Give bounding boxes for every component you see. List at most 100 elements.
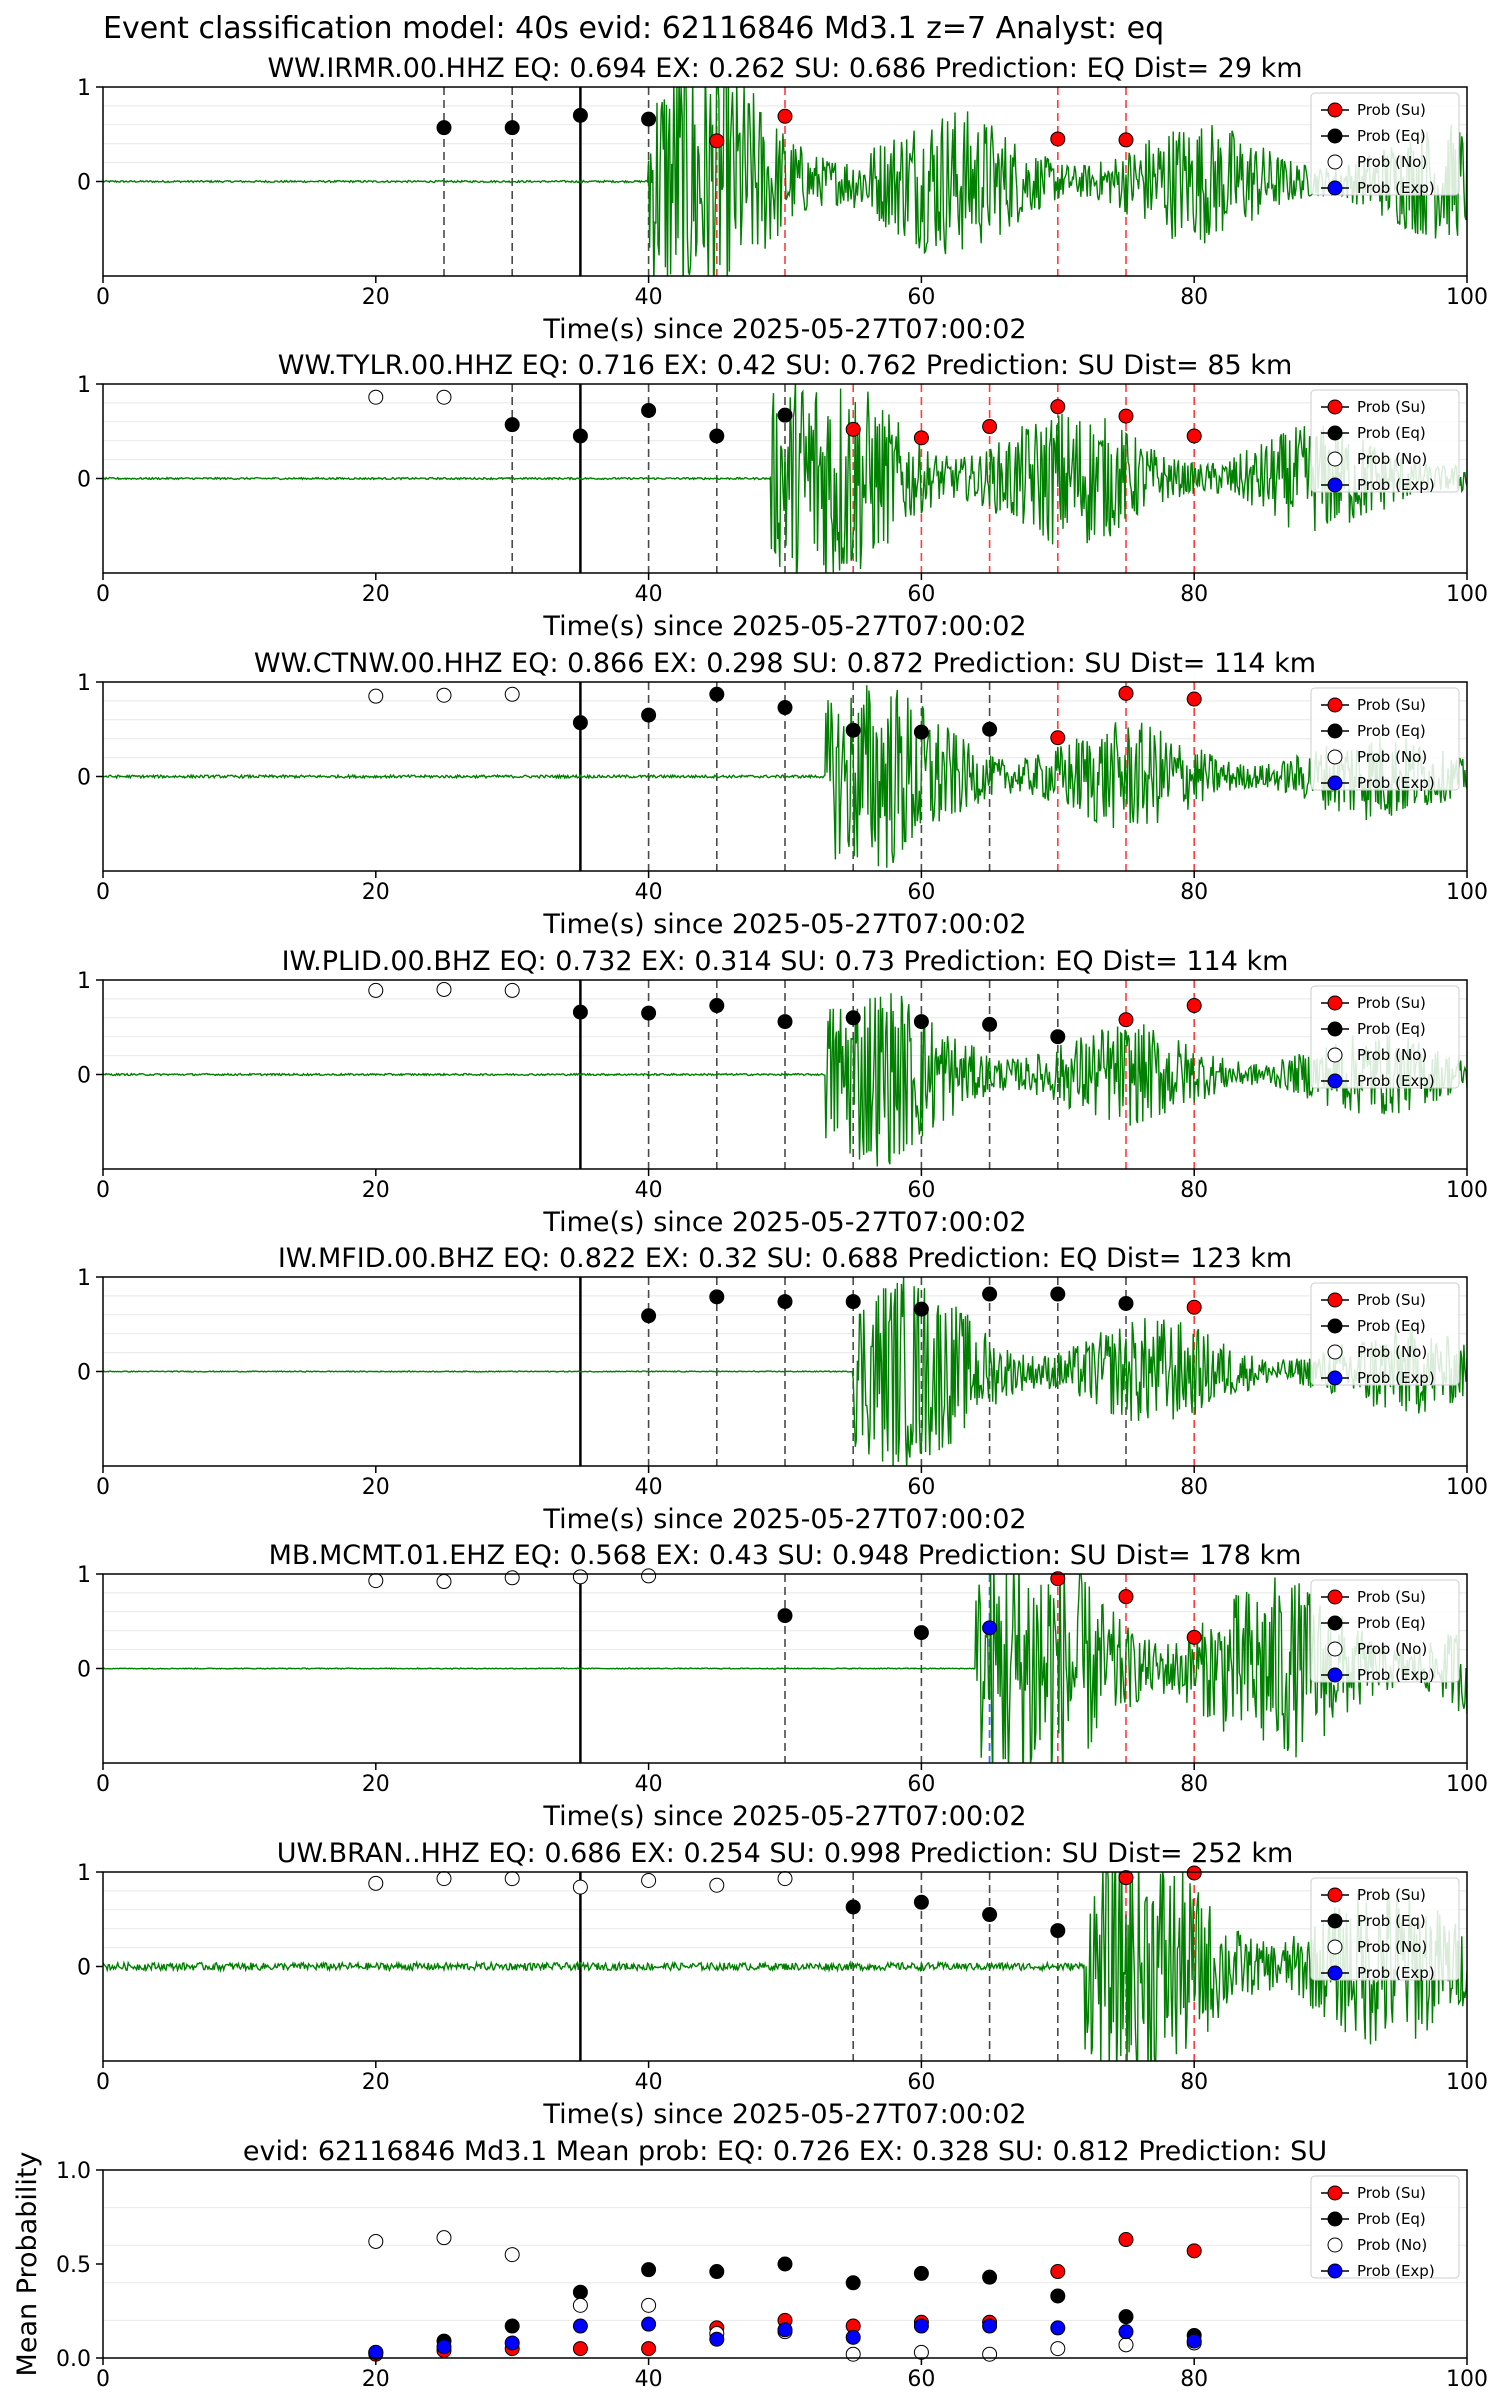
xtick-label: 100 [1446, 880, 1488, 905]
x-axis-label: Time(s) since 2025-05-27T07:00:02 [542, 314, 1026, 345]
ytick-label: 1 [77, 1563, 91, 1588]
ytick-label: 0 [77, 1361, 91, 1386]
xtick-label: 80 [1180, 1475, 1208, 1500]
point-probno [572, 1879, 588, 1895]
ytick-label: 1 [77, 671, 91, 696]
legend-marker [1327, 1965, 1343, 1981]
legend-box [1310, 1877, 1460, 1981]
point-probsu [845, 421, 861, 437]
point-probeq [913, 2265, 929, 2281]
legend-label: Prob (No) [1357, 1640, 1427, 1658]
legend-label: Prob (Exp) [1357, 1369, 1435, 1387]
legend-label: Prob (Su) [1357, 994, 1426, 1012]
legend-marker [1327, 2263, 1343, 2279]
subplot-1: WW.IRMR.00.HHZ EQ: 0.694 EX: 0.262 SU: 0… [77, 53, 1488, 345]
xtick-label: 60 [907, 1178, 935, 1203]
legend: Prob (Su) Prob (Eq) Prob (No) Prob (Exp) [1310, 92, 1460, 197]
xtick-label: 80 [1180, 2367, 1208, 2392]
point-probno [436, 1871, 452, 1887]
subplot-title: IW.PLID.00.BHZ EQ: 0.732 EX: 0.314 SU: 0… [282, 946, 1289, 977]
point-probeq [709, 2264, 725, 2280]
point-probeq [845, 2275, 861, 2291]
subplots: WW.IRMR.00.HHZ EQ: 0.694 EX: 0.262 SU: 0… [12, 53, 1488, 2392]
point-probeq [504, 417, 520, 433]
subplot-title: WW.IRMR.00.HHZ EQ: 0.694 EX: 0.262 SU: 0… [267, 53, 1302, 84]
point-probsu [1186, 1629, 1202, 1645]
legend-marker [1327, 102, 1343, 118]
point-probexp [1186, 2333, 1202, 2349]
xtick-label: 0 [96, 582, 110, 607]
legend-label: Prob (No) [1357, 153, 1427, 171]
legend-marker [1327, 1589, 1343, 1605]
xtick-label: 60 [907, 1772, 935, 1797]
ytick-label: 0.0 [56, 2347, 91, 2372]
point-probeq [913, 1014, 929, 1030]
ytick-label: 0 [77, 766, 91, 791]
point-probsu [1186, 428, 1202, 444]
x-axis-label: Time(s) since 2025-05-27T07:00:02 [542, 909, 1026, 940]
point-probeq [777, 1608, 793, 1624]
ytick-label: 1 [77, 373, 91, 398]
xtick-label: 20 [362, 285, 390, 310]
point-probeq [572, 715, 588, 731]
point-probeq [845, 722, 861, 738]
point-probeq [641, 707, 657, 723]
point-probeq [913, 724, 929, 740]
point-probno [436, 2230, 452, 2246]
subplot-title: WW.TYLR.00.HHZ EQ: 0.716 EX: 0.42 SU: 0.… [278, 350, 1293, 381]
legend-label: Prob (Eq) [1357, 1317, 1426, 1335]
waveform-trace [103, 1277, 1467, 1466]
point-probeq [709, 998, 725, 1014]
point-probeq [982, 2269, 998, 2285]
xtick-label: 80 [1180, 582, 1208, 607]
point-probeq [913, 1625, 929, 1641]
ytick-label: 0 [77, 1956, 91, 1981]
point-probeq [709, 686, 725, 702]
xtick-label: 20 [362, 2367, 390, 2392]
point-probeq [1118, 2309, 1134, 2325]
subplot-7: UW.BRAN..HHZ EQ: 0.686 EX: 0.254 SU: 0.9… [77, 1838, 1488, 2130]
xtick-label: 40 [635, 2367, 663, 2392]
subplot-2: WW.TYLR.00.HHZ EQ: 0.716 EX: 0.42 SU: 0.… [77, 350, 1488, 642]
xtick-label: 60 [907, 582, 935, 607]
point-probsu [1186, 1865, 1202, 1881]
xtick-label: 0 [96, 880, 110, 905]
legend: Prob (Su) Prob (Eq) Prob (No) Prob (Exp) [1310, 687, 1460, 792]
ytick-label: 1 [77, 1266, 91, 1291]
point-probno [504, 2247, 520, 2263]
point-probsu [1186, 2243, 1202, 2259]
legend-label: Prob (Eq) [1357, 1020, 1426, 1038]
legend-marker [1327, 154, 1343, 170]
point-probno [845, 2346, 861, 2362]
legend-label: Prob (Su) [1357, 1291, 1426, 1309]
legend-marker [1327, 1667, 1343, 1683]
xtick-label: 60 [907, 880, 935, 905]
xtick-label: 100 [1446, 1475, 1488, 1500]
point-probno [436, 981, 452, 997]
subplot-title: UW.BRAN..HHZ EQ: 0.686 EX: 0.254 SU: 0.9… [277, 1838, 1294, 1869]
ytick-label: 1 [77, 1861, 91, 1886]
xtick-label: 20 [362, 880, 390, 905]
point-probexp [709, 2331, 725, 2347]
xtick-label: 40 [635, 285, 663, 310]
legend-marker [1327, 697, 1343, 713]
point-probeq [572, 1004, 588, 1020]
point-probexp [777, 2322, 793, 2338]
legend: Prob (Su) Prob (Eq) Prob (No) Prob (Exp) [1310, 1877, 1460, 1982]
point-probno [572, 2297, 588, 2313]
legend-box [1310, 2175, 1460, 2279]
subplot-title: IW.MFID.00.BHZ EQ: 0.822 EX: 0.32 SU: 0.… [278, 1243, 1292, 1274]
subplot-5: IW.MFID.00.BHZ EQ: 0.822 EX: 0.32 SU: 0.… [77, 1243, 1488, 1535]
point-probno [368, 389, 384, 405]
point-probno [504, 686, 520, 702]
legend-box [1310, 687, 1460, 791]
point-probeq [777, 700, 793, 716]
ytick-label: 1 [77, 969, 91, 994]
x-axis-label: Time(s) since 2025-05-27T07:00:02 [542, 1504, 1026, 1535]
legend-label: Prob (No) [1357, 1938, 1427, 1956]
y-axis-label: Mean Probability [12, 2152, 43, 2377]
x-axis-label: Time(s) since 2025-05-27T07:00:02 [542, 2099, 1026, 2130]
legend-label: Prob (No) [1357, 2236, 1427, 2254]
xtick-label: 80 [1180, 285, 1208, 310]
